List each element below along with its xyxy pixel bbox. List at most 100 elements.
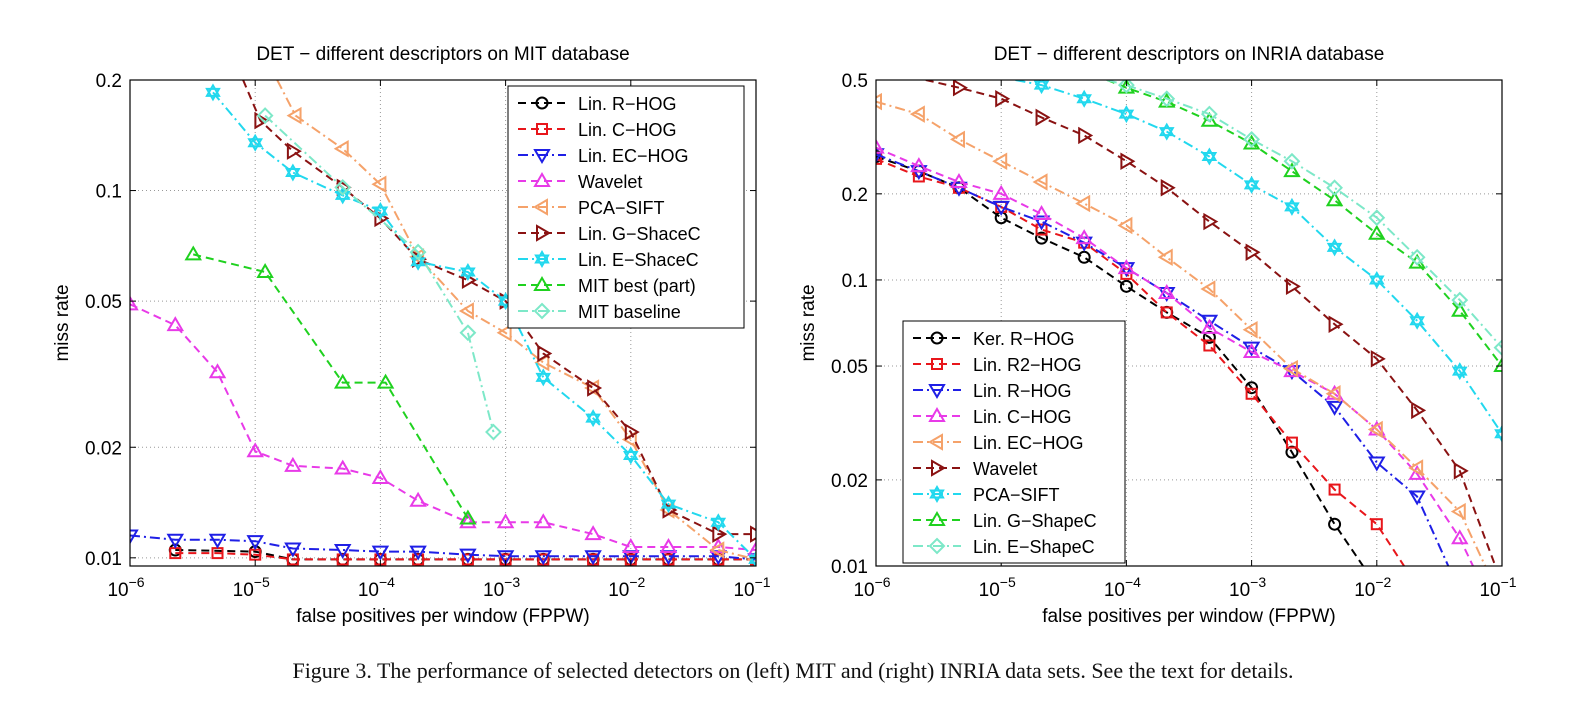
data-point xyxy=(660,495,677,514)
data-point xyxy=(1077,250,1091,264)
data-point xyxy=(662,501,678,519)
plot-area xyxy=(130,80,756,566)
series-pca-sift xyxy=(276,80,756,565)
data-point xyxy=(1408,248,1426,266)
y-axis: 0.01 0.02 0.05 0.1 0.2 0.5 xyxy=(831,71,1502,578)
data-point xyxy=(1450,502,1466,521)
x-tick-label: 10−2 xyxy=(1354,574,1391,601)
data-point xyxy=(950,173,968,188)
legend-entry-lin-r-hog: Lin. R−HOG xyxy=(913,381,1072,401)
data-point xyxy=(1453,462,1469,480)
y-axis: 0.01 0.02 0.05 0.1 0.2 xyxy=(85,71,756,570)
legend-label: Lin. R−HOG xyxy=(973,381,1072,401)
data-point xyxy=(1032,205,1051,221)
data-point xyxy=(584,550,602,566)
data-point xyxy=(1451,362,1468,381)
legend-label: Wavelet xyxy=(973,459,1037,479)
legend-label: Lin. C−HOG xyxy=(973,407,1072,427)
data-point xyxy=(1076,89,1092,108)
series-mit-baseline xyxy=(256,107,502,441)
data-point xyxy=(1160,179,1176,197)
figure-caption: Figure 3. The performance of selected de… xyxy=(292,658,1294,683)
legend-entry-lin-r-hog: Lin. R−HOG xyxy=(518,94,677,114)
data-point xyxy=(1157,248,1173,267)
data-point xyxy=(709,541,725,559)
data-point xyxy=(1243,130,1261,148)
series-line xyxy=(925,80,1497,566)
data-point xyxy=(1408,459,1424,477)
legend-marker xyxy=(533,149,551,164)
data-point xyxy=(584,525,602,541)
series-wavelet xyxy=(925,80,1497,566)
series-line xyxy=(1015,80,1502,435)
data-point xyxy=(460,263,476,282)
data-point xyxy=(1285,436,1298,449)
series-mit-best-part xyxy=(184,245,477,525)
data-point xyxy=(1203,212,1219,231)
x-axis-label: false positives per window (FPPW) xyxy=(296,606,590,627)
data-point xyxy=(876,152,882,165)
series-line xyxy=(876,155,1365,566)
legend-entry-mit-baseline: MIT baseline xyxy=(518,302,681,322)
data-point xyxy=(333,459,352,475)
legend-entry-mit-best-part: MIT best (part) xyxy=(518,276,696,296)
data-point xyxy=(371,175,387,194)
series-line xyxy=(876,146,1475,566)
plot-area xyxy=(876,80,1502,566)
data-point xyxy=(1075,229,1093,245)
chart-panel-2: 10−6 10−5 10−4 10−3 10−2 10−10.010.020.050.10… xyxy=(798,44,1517,627)
series-line xyxy=(192,253,469,519)
data-point xyxy=(1326,238,1343,257)
legend-label: Lin. C−HOG xyxy=(578,120,677,140)
data-point xyxy=(461,553,474,566)
chart-title: DET − different descriptors on MIT datab… xyxy=(256,44,629,65)
data-point xyxy=(712,525,728,543)
data-point xyxy=(1243,175,1260,194)
series-line xyxy=(1106,80,1502,367)
data-point xyxy=(371,545,390,561)
data-point xyxy=(1032,173,1048,191)
y-axis-label: miss rate xyxy=(798,284,819,361)
data-point xyxy=(334,178,352,196)
data-point xyxy=(876,148,885,164)
data-point xyxy=(459,548,477,564)
legend-entry-lin-r2-hog: Lin. R2−HOG xyxy=(913,355,1082,375)
data-point xyxy=(1493,357,1502,373)
data-point xyxy=(284,456,302,472)
data-point xyxy=(1370,350,1386,368)
y-tick-label: 0.1 xyxy=(842,271,868,292)
x-tick-label: 10−4 xyxy=(1104,574,1141,601)
legend-marker xyxy=(536,224,551,242)
series-line xyxy=(130,303,756,551)
y-tick-label: 0.1 xyxy=(96,182,122,203)
legend-label: Lin. E−ShaceC xyxy=(578,250,699,270)
data-point xyxy=(1200,280,1216,298)
legend-marker xyxy=(929,484,945,504)
data-point xyxy=(909,105,925,123)
data-point xyxy=(952,80,968,97)
data-point xyxy=(910,157,928,173)
data-point xyxy=(992,200,1010,216)
legend-marker xyxy=(928,407,946,422)
data-point xyxy=(1117,262,1136,278)
legend-label: Ker. R−HOG xyxy=(973,329,1075,349)
series-line xyxy=(130,534,756,561)
data-point xyxy=(1158,122,1175,141)
data-point xyxy=(537,344,553,363)
legend-marker xyxy=(930,331,944,345)
axes-frame xyxy=(129,79,757,567)
y-tick-label: 0.5 xyxy=(842,71,868,92)
legend-entry-lin-c-hog: Lin. C−HOG xyxy=(913,407,1072,427)
data-point xyxy=(622,538,640,554)
series-line xyxy=(876,157,1406,566)
data-point xyxy=(1032,215,1051,231)
data-point xyxy=(585,409,601,428)
data-point xyxy=(409,545,427,561)
data-point xyxy=(496,550,515,566)
data-point xyxy=(587,379,603,397)
data-point xyxy=(1242,341,1261,357)
data-point xyxy=(992,152,1008,170)
data-point xyxy=(1325,385,1341,403)
legend-label: MIT best (part) xyxy=(578,276,696,296)
data-point xyxy=(534,513,553,529)
